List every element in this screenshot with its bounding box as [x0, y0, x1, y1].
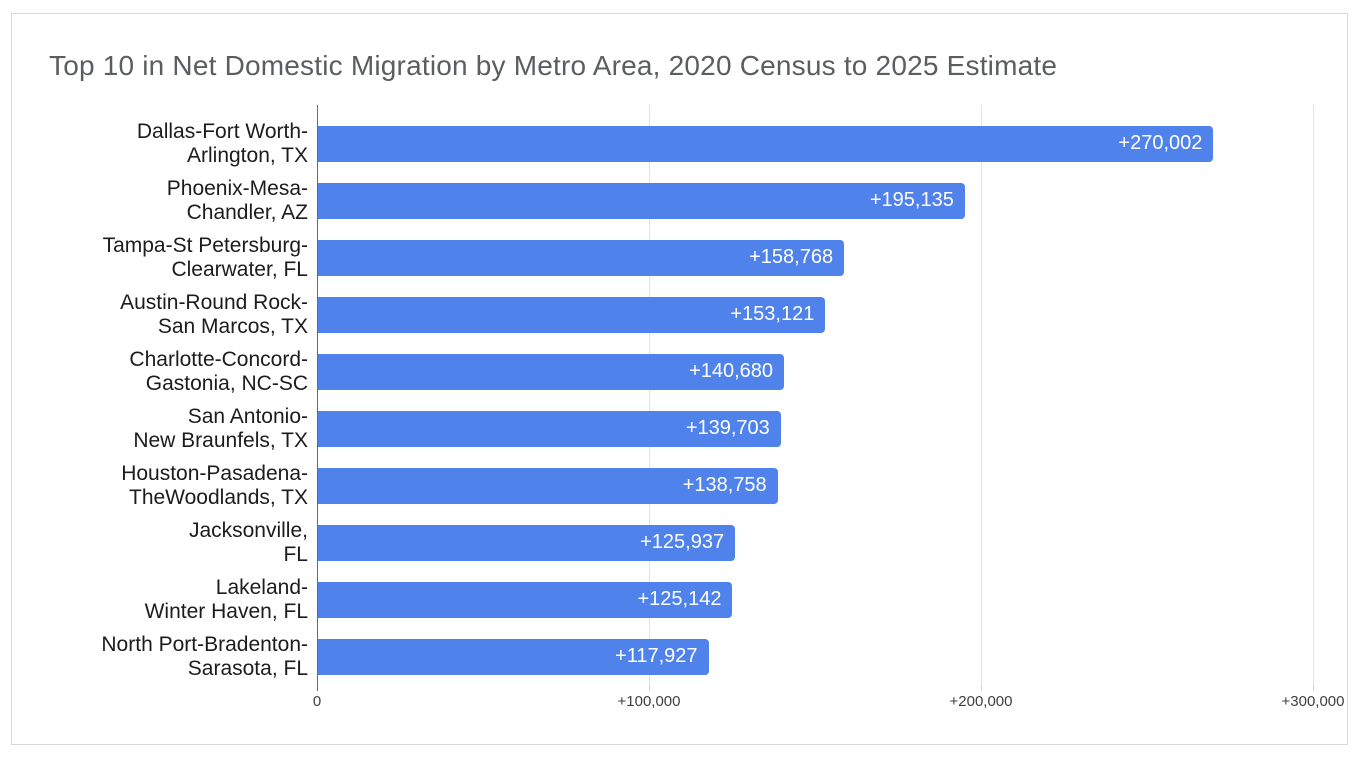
category-label-line: Jacksonville, — [188, 518, 308, 542]
bar-value-label: +158,768 — [749, 246, 834, 268]
bar-row: +125,937 — [317, 514, 1313, 571]
x-tick-label: +200,000 — [949, 693, 1013, 710]
bar-value-label: +153,121 — [730, 303, 815, 325]
gridline — [1313, 105, 1314, 685]
x-tick-label: +300,000 — [1281, 693, 1345, 710]
x-tick-label: 0 — [312, 693, 322, 710]
bar-row: +153,121 — [317, 286, 1313, 343]
bar-value-label: +138,758 — [682, 474, 767, 496]
category-axis: Dallas-Fort Worth- Arlington, TX Phoenix-M… — [12, 115, 308, 685]
category-label-line: Phoenix-Mesa- — [166, 176, 308, 200]
category-label-line: FL — [283, 542, 308, 566]
category-label-line: New Braunfels, TX — [133, 428, 308, 452]
bar-row: +195,135 — [317, 172, 1313, 229]
bar-row: +158,768 — [317, 229, 1313, 286]
bar-row: +138,758 — [317, 457, 1313, 514]
bar: +125,142 — [317, 581, 733, 618]
category-label-line: Sarasota, FL — [187, 656, 308, 680]
category-label-line: San Marcos, TX — [157, 314, 308, 338]
category-label: San Antonio- New Braunfels, TX — [12, 400, 308, 457]
bar: +139,703 — [317, 410, 781, 447]
category-label: Tampa-St Petersburg- Clearwater, FL — [12, 229, 308, 286]
bar: +195,135 — [317, 182, 965, 219]
category-label-line: Gastonia, NC-SC — [145, 371, 308, 395]
bar-value-label: +140,680 — [689, 360, 774, 382]
plot-area: +270,002 +195,135 +158,768 +153,121 +140,680… — [317, 105, 1314, 691]
category-label-line: Austin-Round Rock- — [120, 290, 308, 314]
bar-row: +125,142 — [317, 571, 1313, 628]
bar: +138,758 — [317, 467, 778, 504]
category-label-line: Charlotte-Concord- — [129, 347, 308, 371]
chart-frame: Top 10 in Net Domestic Migration by Metr… — [11, 13, 1348, 745]
category-label: Dallas-Fort Worth- Arlington, TX — [12, 115, 308, 172]
bars-layer: +270,002 +195,135 +158,768 +153,121 +140,680… — [317, 115, 1313, 685]
category-label-line: Winter Haven, FL — [144, 599, 308, 623]
axis-tick-mark — [1313, 685, 1314, 691]
bar-value-label: +195,135 — [869, 189, 954, 211]
bar-value-label: +270,002 — [1118, 132, 1203, 154]
category-label: Lakeland- Winter Haven, FL — [12, 571, 308, 628]
category-label-line: Chandler, AZ — [186, 200, 308, 224]
category-label-line: San Antonio- — [187, 404, 308, 428]
category-label-line: Tampa-St Petersburg- — [102, 233, 308, 257]
category-label-line: Lakeland- — [215, 575, 308, 599]
bar-value-label: +117,927 — [615, 645, 698, 667]
category-label: Phoenix-Mesa- Chandler, AZ — [12, 172, 308, 229]
bar-row: +270,002 — [317, 115, 1313, 172]
bar-row: +140,680 — [317, 343, 1313, 400]
category-label-line: TheWoodlands, TX — [129, 485, 308, 509]
axis-tick-mark — [649, 685, 650, 691]
category-label: Charlotte-Concord- Gastonia, NC-SC — [12, 343, 308, 400]
bar: +270,002 — [317, 125, 1214, 162]
chart-title: Top 10 in Net Domestic Migration by Metr… — [49, 50, 1058, 81]
category-label-line: North Port-Bradenton- — [101, 632, 308, 656]
category-label-line: Arlington, TX — [186, 143, 308, 167]
category-label-line: Houston-Pasadena- — [121, 461, 308, 485]
bar: +140,680 — [317, 353, 785, 390]
category-label: Austin-Round Rock- San Marcos, TX — [12, 286, 308, 343]
bar: +158,768 — [317, 239, 845, 276]
category-label-line: Dallas-Fort Worth- — [136, 119, 308, 143]
bar: +117,927 — [317, 638, 709, 675]
bar-row: +139,703 — [317, 400, 1313, 457]
bar-row: +117,927 — [317, 628, 1313, 685]
category-label-line: Clearwater, FL — [171, 257, 308, 281]
bar-value-label: +125,937 — [640, 531, 725, 553]
gridline — [981, 105, 982, 685]
bar: +153,121 — [317, 296, 826, 333]
x-axis: 0 +100,000 +200,000 +300,000 — [313, 693, 1345, 713]
gridline — [649, 105, 650, 685]
category-label: Jacksonville, FL — [12, 514, 308, 571]
bar-value-label: +139,703 — [685, 417, 770, 439]
bar: +125,937 — [317, 524, 736, 561]
axis-tick-mark — [981, 685, 982, 691]
x-tick-label: +100,000 — [617, 693, 681, 710]
category-label: Houston-Pasadena- TheWoodlands, TX — [12, 457, 308, 514]
zero-axis-line — [317, 105, 318, 691]
category-label: North Port-Bradenton- Sarasota, FL — [12, 628, 308, 685]
bar-value-label: +125,142 — [637, 588, 722, 610]
